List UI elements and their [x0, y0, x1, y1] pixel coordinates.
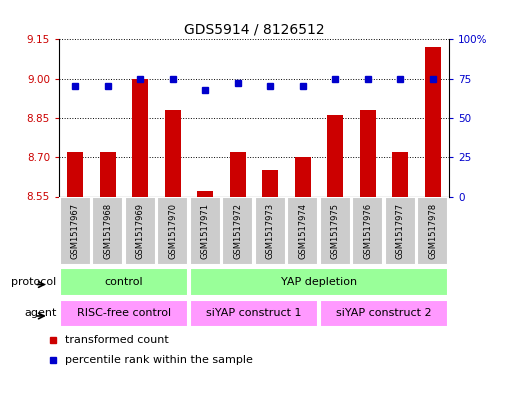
Text: percentile rank within the sample: percentile rank within the sample — [65, 354, 252, 365]
FancyBboxPatch shape — [352, 197, 383, 264]
Bar — [165, 110, 181, 196]
FancyBboxPatch shape — [320, 300, 448, 327]
Text: transformed count: transformed count — [65, 335, 168, 345]
FancyBboxPatch shape — [60, 268, 188, 296]
Bar — [327, 115, 343, 196]
FancyBboxPatch shape — [254, 197, 286, 264]
FancyBboxPatch shape — [320, 197, 351, 264]
Text: GSM1517975: GSM1517975 — [331, 203, 340, 259]
Text: GSM1517973: GSM1517973 — [266, 203, 274, 259]
Text: GSM1517972: GSM1517972 — [233, 203, 242, 259]
FancyBboxPatch shape — [190, 197, 221, 264]
Bar — [100, 152, 116, 196]
Title: GDS5914 / 8126512: GDS5914 / 8126512 — [184, 23, 324, 37]
Text: GSM1517970: GSM1517970 — [168, 203, 177, 259]
Bar — [132, 79, 148, 196]
Bar — [424, 47, 441, 196]
Bar — [262, 170, 278, 196]
Bar — [67, 152, 83, 196]
Bar — [392, 152, 408, 196]
FancyBboxPatch shape — [287, 197, 318, 264]
Text: agent: agent — [24, 309, 56, 318]
Bar — [360, 110, 376, 196]
Text: YAP depletion: YAP depletion — [281, 277, 357, 287]
FancyBboxPatch shape — [92, 197, 123, 264]
FancyBboxPatch shape — [417, 197, 448, 264]
Bar — [229, 152, 246, 196]
FancyBboxPatch shape — [157, 197, 188, 264]
Text: GSM1517967: GSM1517967 — [71, 203, 80, 259]
FancyBboxPatch shape — [190, 300, 318, 327]
Text: siYAP construct 1: siYAP construct 1 — [206, 309, 302, 318]
FancyBboxPatch shape — [60, 197, 91, 264]
Text: GSM1517974: GSM1517974 — [298, 203, 307, 259]
Text: GSM1517969: GSM1517969 — [136, 203, 145, 259]
FancyBboxPatch shape — [60, 300, 188, 327]
FancyBboxPatch shape — [385, 197, 416, 264]
Text: GSM1517976: GSM1517976 — [363, 203, 372, 259]
Bar — [294, 157, 311, 196]
FancyBboxPatch shape — [125, 197, 156, 264]
Text: control: control — [105, 277, 143, 287]
Text: RISC-free control: RISC-free control — [77, 309, 171, 318]
Text: siYAP construct 2: siYAP construct 2 — [336, 309, 432, 318]
Text: GSM1517968: GSM1517968 — [103, 203, 112, 259]
Text: protocol: protocol — [11, 277, 56, 287]
FancyBboxPatch shape — [190, 268, 448, 296]
FancyBboxPatch shape — [222, 197, 253, 264]
Text: GSM1517978: GSM1517978 — [428, 203, 437, 259]
Text: GSM1517971: GSM1517971 — [201, 203, 210, 259]
Bar — [197, 191, 213, 196]
Text: GSM1517977: GSM1517977 — [396, 203, 405, 259]
